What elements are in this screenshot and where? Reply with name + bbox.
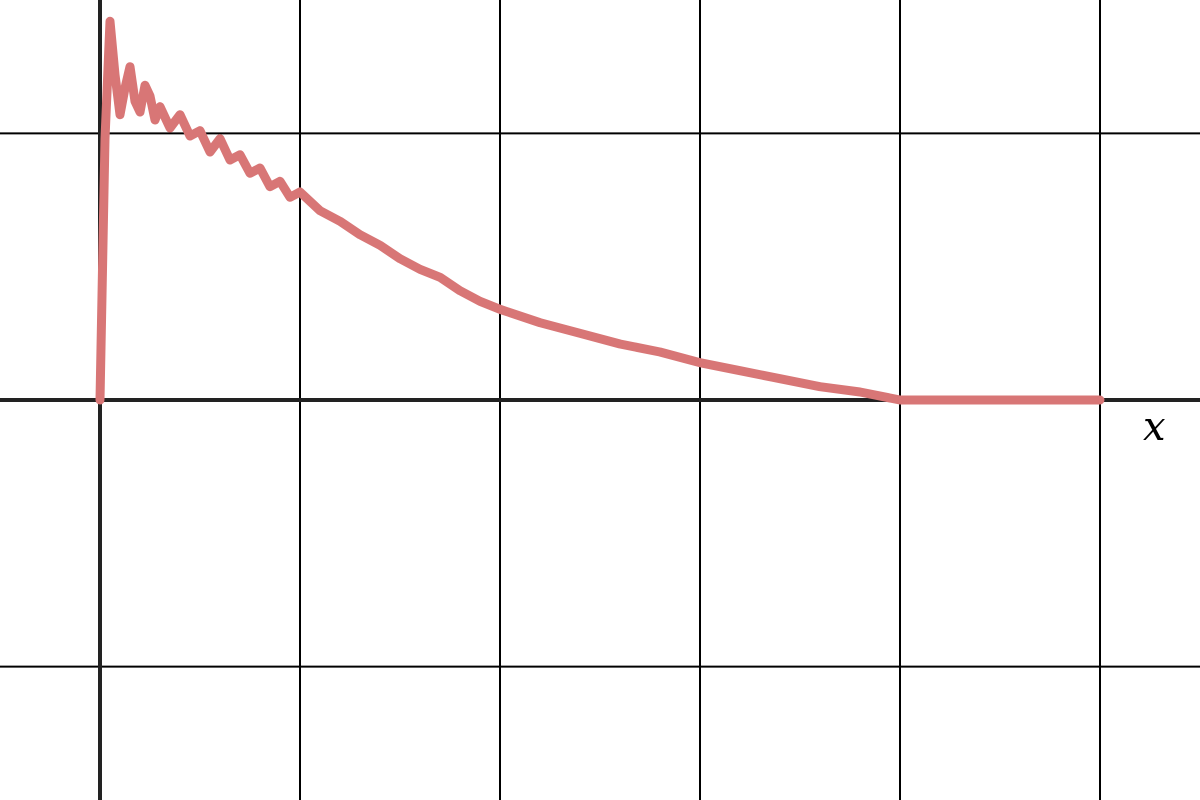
series-line: [95, 16, 1105, 405]
series-layer: [95, 16, 1105, 405]
x-axis-label: x: [1143, 404, 1166, 450]
